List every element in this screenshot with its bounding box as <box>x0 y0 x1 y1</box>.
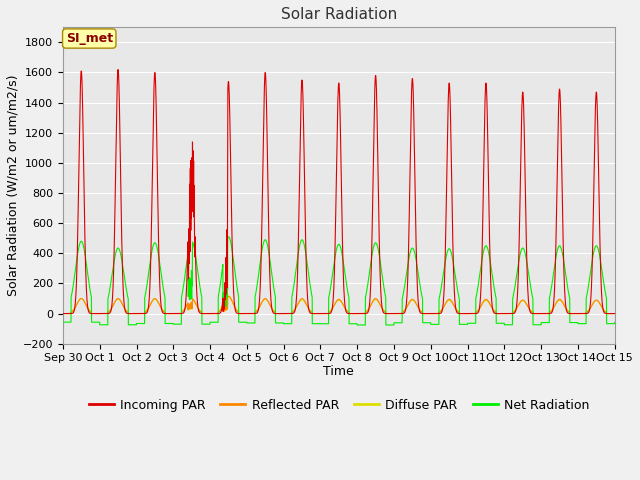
Legend: Incoming PAR, Reflected PAR, Diffuse PAR, Net Radiation: Incoming PAR, Reflected PAR, Diffuse PAR… <box>83 394 594 417</box>
X-axis label: Time: Time <box>323 365 354 378</box>
Y-axis label: Solar Radiation (W/m2 or um/m2/s): Solar Radiation (W/m2 or um/m2/s) <box>7 75 20 296</box>
Text: SI_met: SI_met <box>66 32 113 45</box>
Title: Solar Radiation: Solar Radiation <box>281 7 397 22</box>
